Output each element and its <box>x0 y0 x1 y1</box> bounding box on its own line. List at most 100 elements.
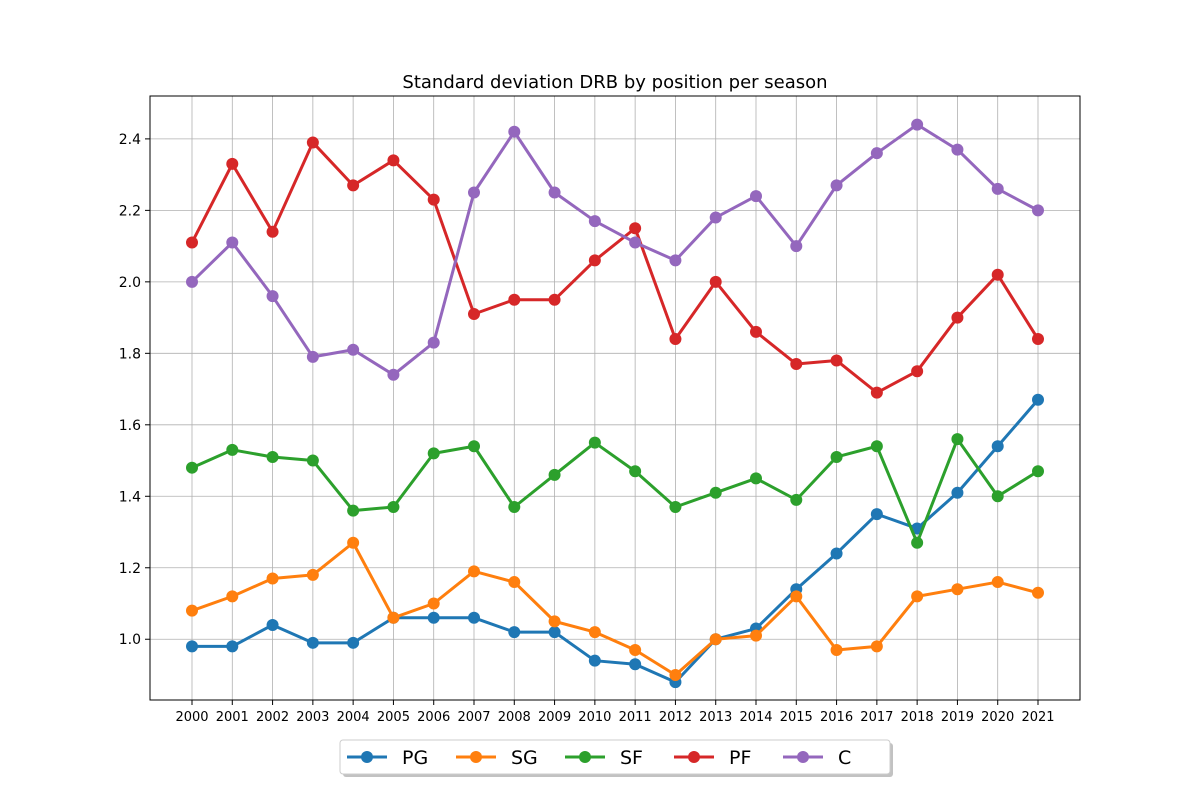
legend-label: SG <box>511 747 538 769</box>
data-point-pf <box>226 157 239 170</box>
data-point-pf <box>588 254 601 267</box>
data-point-c <box>709 211 722 224</box>
data-point-pg <box>629 658 642 671</box>
x-tick-label: 2009 <box>538 710 571 725</box>
x-tick-label: 2021 <box>1021 710 1054 725</box>
legend: PG SG SF PF C <box>339 739 893 777</box>
x-tick-label: 2013 <box>699 710 732 725</box>
x-tick-label: 2012 <box>659 710 692 725</box>
y-tick-label: 1.8 <box>119 346 141 362</box>
x-tick-label: 2017 <box>860 710 893 725</box>
data-point-sg <box>669 668 682 681</box>
data-point-pf <box>508 293 521 306</box>
data-point-sg <box>629 643 642 656</box>
data-point-pf <box>669 333 682 346</box>
data-point-c <box>186 275 198 288</box>
data-point-sg <box>830 643 843 656</box>
data-point-pg <box>991 440 1004 453</box>
x-tick-label: 2010 <box>578 710 611 725</box>
series-sg <box>186 536 1044 681</box>
data-point-c <box>508 125 521 138</box>
data-point-c <box>548 186 561 199</box>
data-point-c <box>991 182 1004 195</box>
series-c <box>186 118 1044 381</box>
series-pf <box>186 136 1044 399</box>
x-tick-label: 2018 <box>901 710 934 725</box>
legend-swatch-marker <box>470 751 482 763</box>
data-point-c <box>750 190 762 203</box>
data-point-sg <box>468 565 480 578</box>
series-line-sf <box>191 437 1039 545</box>
data-point-pf <box>1032 333 1044 346</box>
data-point-pf <box>870 386 883 399</box>
x-tick-label: 2019 <box>941 710 974 725</box>
data-point-pf <box>468 308 480 321</box>
legend-label: C <box>838 747 851 769</box>
data-point-sg <box>508 576 521 589</box>
data-point-sf <box>629 465 642 478</box>
data-point-pf <box>347 179 360 192</box>
data-point-c <box>306 350 319 363</box>
data-point-sf <box>306 454 319 467</box>
data-point-sg <box>548 615 561 628</box>
data-point-pg <box>266 618 279 631</box>
data-point-pf <box>306 136 319 149</box>
data-point-sf <box>669 501 682 514</box>
data-point-sg <box>750 629 762 642</box>
data-point-sf <box>991 490 1004 503</box>
data-point-pg <box>508 626 521 639</box>
data-point-c <box>911 118 924 131</box>
y-tick-label: 2.2 <box>119 203 141 219</box>
data-point-c <box>468 186 480 199</box>
data-point-sf <box>427 447 440 460</box>
series-group <box>186 118 1044 689</box>
data-point-sg <box>709 633 722 646</box>
x-tick-label: 2003 <box>296 710 329 725</box>
data-point-pg <box>830 547 843 560</box>
series-line-pf <box>190 140 1040 395</box>
data-point-sg <box>266 572 279 585</box>
data-point-c <box>588 215 601 228</box>
x-tick-label: 2007 <box>457 710 490 725</box>
data-point-sg <box>1032 586 1044 599</box>
data-point-pg <box>427 611 440 624</box>
data-point-pg <box>186 640 198 653</box>
y-tick-label: 1.2 <box>119 561 141 577</box>
data-point-pf <box>709 275 722 288</box>
data-point-pf <box>548 293 561 306</box>
x-tick-label: 2004 <box>337 710 370 725</box>
data-point-sf <box>750 472 762 485</box>
data-point-pg <box>226 640 239 653</box>
data-point-sf <box>347 504 360 517</box>
legend-swatch-marker <box>797 751 809 763</box>
data-point-pg <box>870 508 883 521</box>
data-point-pf <box>750 325 762 338</box>
x-tick-label: 2016 <box>820 710 853 725</box>
x-tick-label: 2001 <box>216 710 249 725</box>
data-point-sf <box>790 493 803 506</box>
series-line-c <box>190 123 1039 377</box>
data-point-sf <box>468 440 480 453</box>
legend-swatch-marker <box>579 751 591 763</box>
data-point-c <box>830 179 843 192</box>
data-point-sf <box>226 443 239 456</box>
y-tick-label: 1.4 <box>119 489 141 505</box>
data-point-pf <box>427 193 440 206</box>
plot-area-frame <box>149 95 1081 701</box>
data-point-sg <box>991 576 1004 589</box>
x-tick-label: 2005 <box>377 710 410 725</box>
data-point-c <box>347 343 360 356</box>
y-tick-label: 1.6 <box>119 418 141 434</box>
data-point-sg <box>588 626 601 639</box>
data-point-sg <box>951 583 964 596</box>
data-point-c <box>629 236 642 249</box>
data-point-pg <box>951 486 964 499</box>
data-point-pf <box>186 236 198 249</box>
data-point-sf <box>951 433 964 446</box>
data-point-pf <box>951 311 964 324</box>
data-point-sf <box>508 501 521 514</box>
data-point-pf <box>629 222 642 235</box>
data-point-sf <box>387 501 400 514</box>
legend-label: PG <box>402 747 428 769</box>
data-point-c <box>790 240 803 253</box>
